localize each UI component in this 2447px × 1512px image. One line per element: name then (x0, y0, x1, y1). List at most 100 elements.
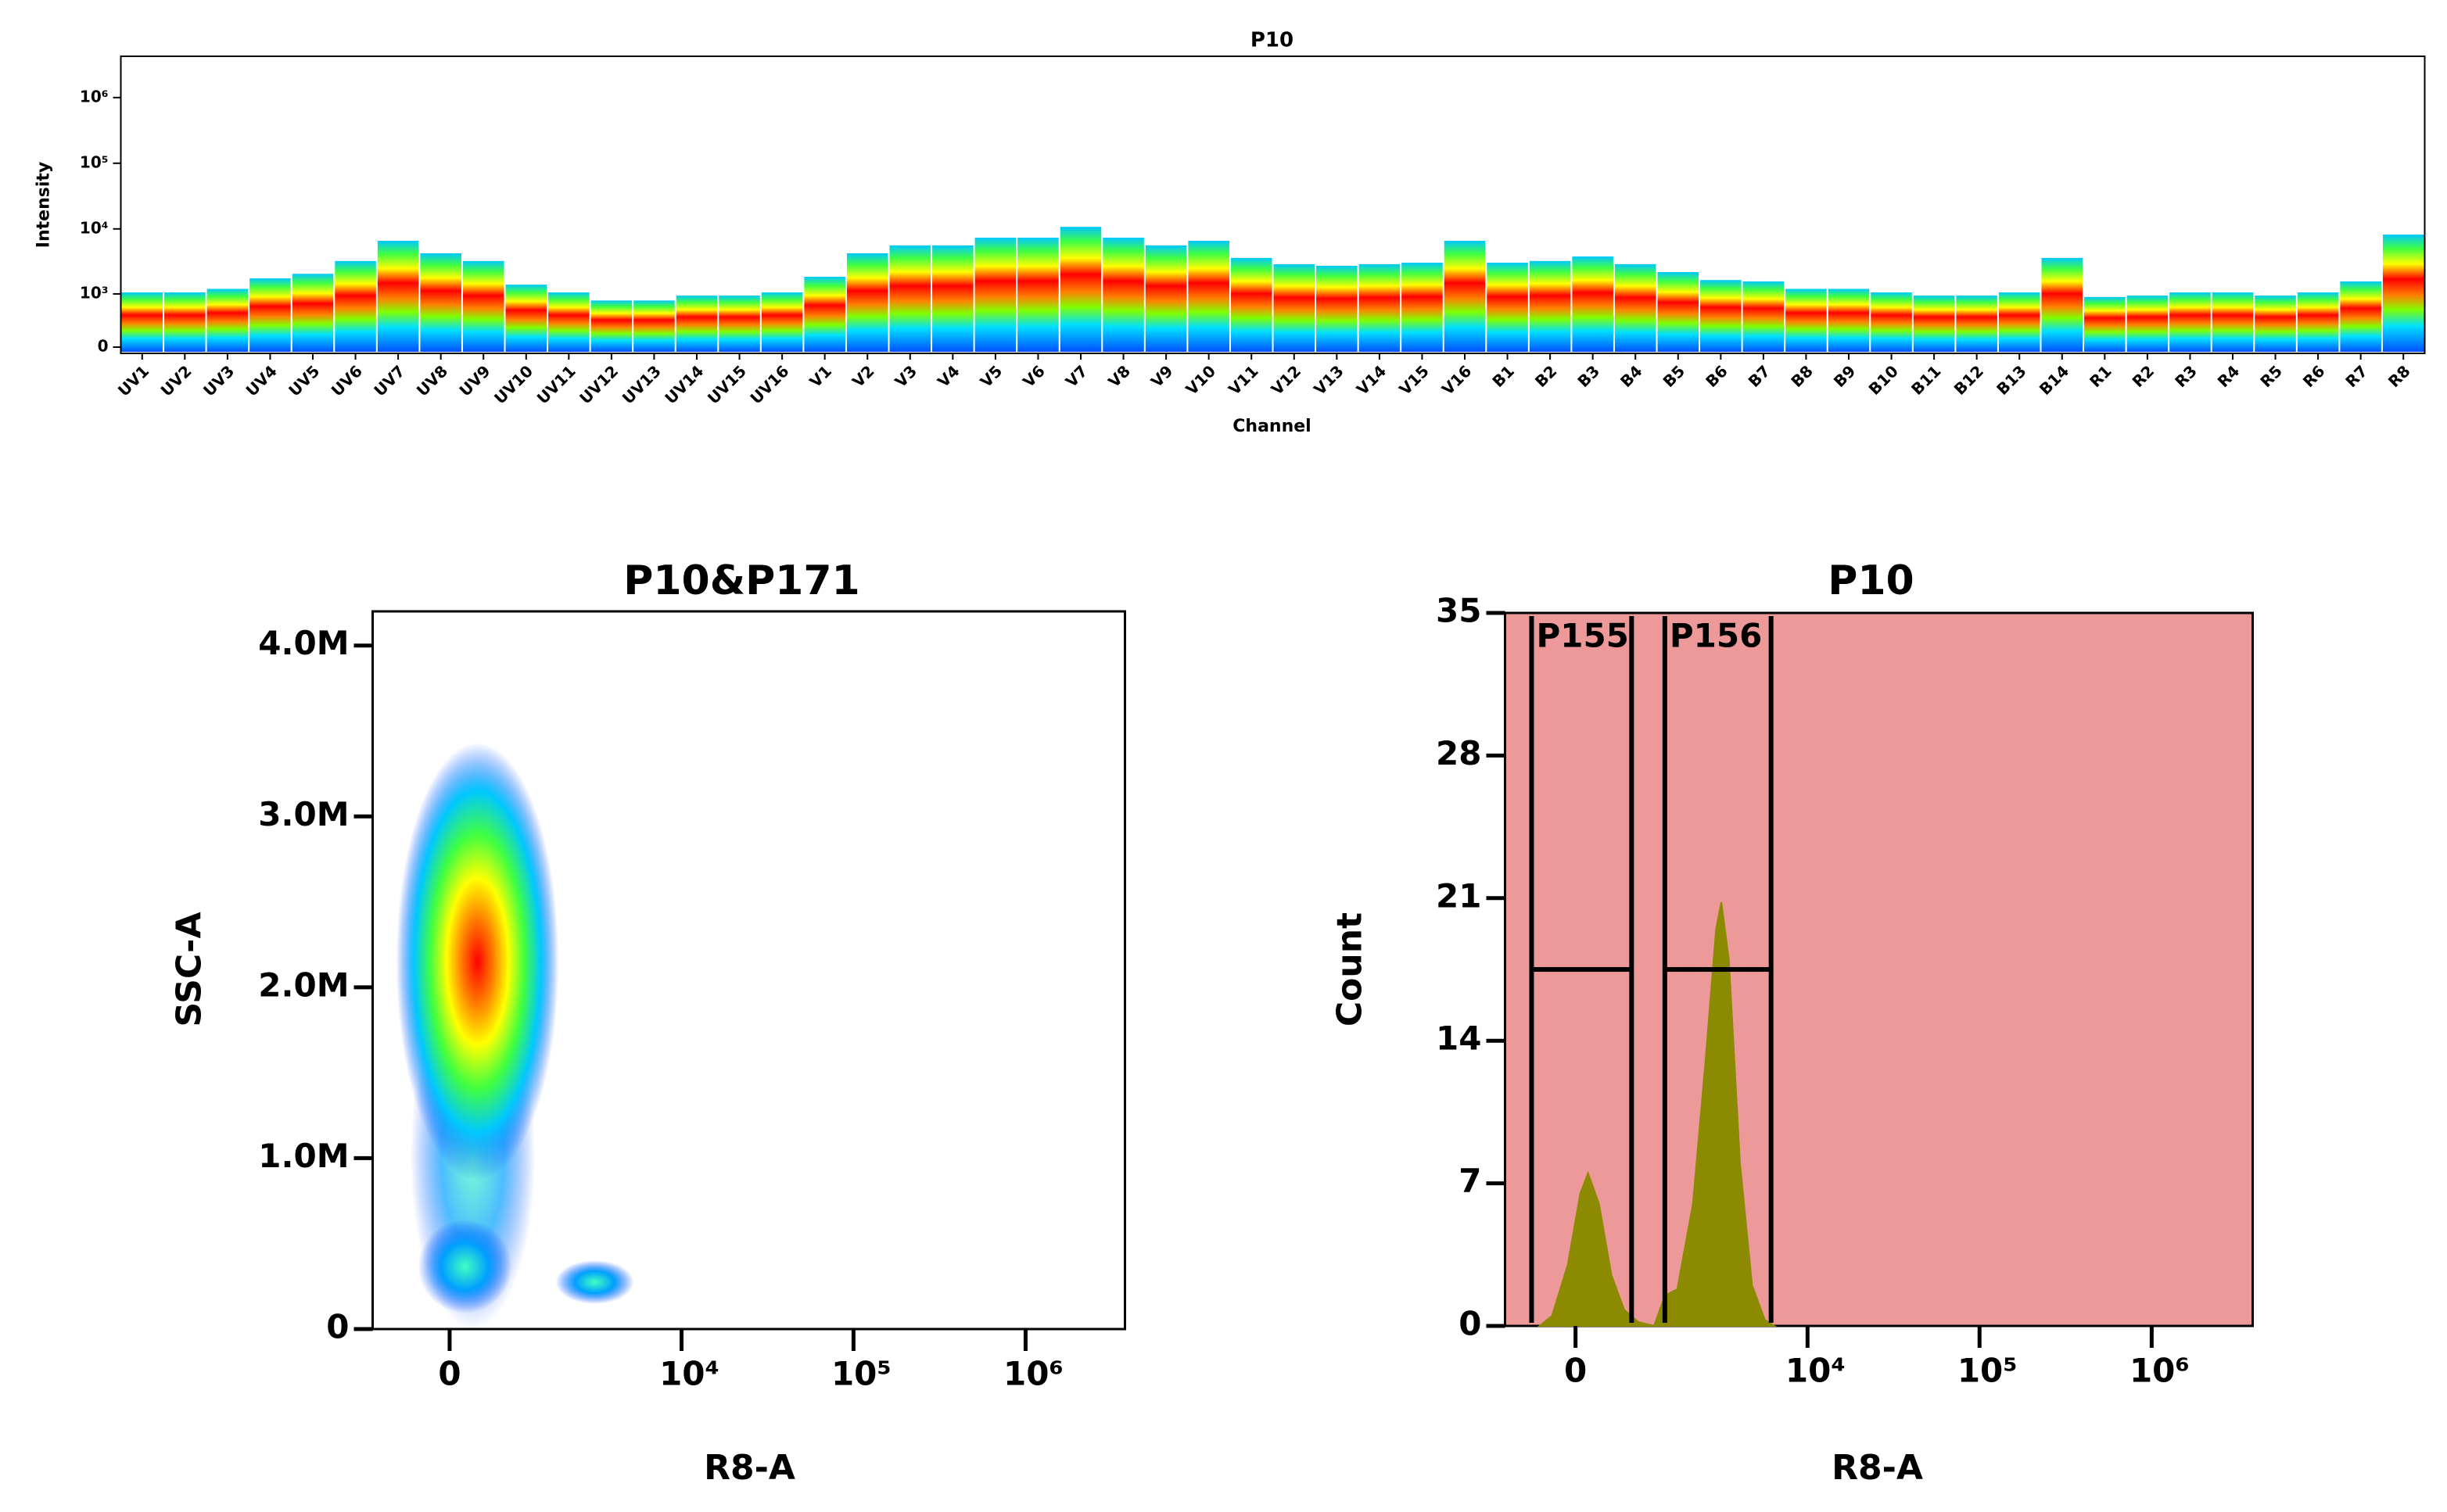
x-tick-label: R4 (2214, 361, 2244, 391)
spectrum-column (1700, 280, 1742, 352)
spectrum-column (1742, 281, 1785, 352)
spectrum-column (164, 292, 206, 352)
x-tick-label: V14 (1353, 361, 1390, 399)
spectrum-column (1572, 256, 1613, 352)
y-tick-label: 1.0M (258, 1137, 349, 1175)
spectrum-title: P10 (1250, 29, 1293, 52)
x-tick-label: UV16 (746, 361, 792, 407)
x-tick-label: V2 (849, 361, 878, 391)
y-axis-title: Intensity (34, 162, 54, 248)
spectrum-column (846, 253, 888, 352)
spectrum-column (1358, 263, 1401, 352)
spectrum-column (1230, 257, 1272, 352)
y-tick-label: 10³ (80, 283, 109, 302)
x-tick-label: B11 (1907, 361, 1944, 398)
x-tick-label: UV15 (704, 361, 750, 407)
gate-label: P155 (1536, 617, 1628, 655)
spectrum-column (804, 277, 845, 352)
spectrum-column (1401, 262, 1443, 352)
x-tick-label: V15 (1395, 361, 1433, 399)
spectrum-column (1913, 296, 1955, 352)
y-tick-label: 7 (1459, 1162, 1481, 1200)
x-tick-label: B14 (2036, 361, 2072, 398)
x-tick-label: B8 (1787, 361, 1817, 391)
x-tick-label: V8 (1104, 361, 1134, 391)
density-cloud (396, 743, 634, 1329)
spectrum-column (1956, 296, 1997, 352)
x-axis-title: R8-A (704, 1448, 795, 1488)
x-tick-label: 10⁴ (1785, 1352, 1846, 1390)
y-axis-title: SSC-A (170, 912, 210, 1027)
x-tick-label: V1 (806, 361, 835, 391)
x-tick-label: B9 (1830, 361, 1860, 391)
x-tick-label: UV10 (490, 361, 536, 407)
y-tick-label: 3.0M (258, 795, 349, 833)
spectrum-column (505, 285, 547, 352)
spectrum-column (2255, 296, 2296, 352)
x-tick-label: UV1 (114, 361, 152, 399)
x-tick-label: R2 (2129, 361, 2158, 391)
spectrum-column (292, 274, 334, 352)
spectrum-column (1103, 238, 1144, 352)
x-tick-label: UV3 (199, 361, 238, 399)
x-tick-label: B13 (1993, 361, 2029, 398)
density-title: P10&P171 (623, 557, 859, 604)
x-tick-label: B2 (1531, 361, 1561, 391)
x-tick-label: UV2 (157, 361, 196, 399)
spectrum-column (420, 253, 461, 352)
x-tick-label: B5 (1659, 361, 1689, 391)
x-tick-label: V7 (1062, 361, 1092, 391)
spectrum-column (1017, 238, 1059, 352)
spectrum-column (1487, 262, 1528, 352)
x-tick-label: V11 (1225, 361, 1262, 399)
spectrum-column (889, 245, 931, 352)
x-tick-label: 10⁶ (1003, 1355, 1064, 1393)
x-axis-title: Channel (1232, 417, 1311, 436)
x-tick-label: 10⁴ (659, 1355, 719, 1393)
spectrum-column (932, 245, 974, 352)
y-axis-title: Count (1330, 912, 1370, 1027)
x-tick-label: UV13 (619, 361, 665, 407)
y-tick-label: 14 (1436, 1019, 1481, 1058)
spectrum-column (974, 238, 1017, 352)
x-tick-label: R1 (2086, 361, 2115, 391)
spectrum-column (2041, 257, 2083, 352)
y-tick-label: 4.0M (258, 624, 349, 662)
spectrum-column (1444, 240, 1486, 352)
x-tick-label: B1 (1488, 361, 1518, 391)
spectrum-column (377, 240, 419, 352)
x-tick-label: B3 (1573, 361, 1603, 391)
x-tick-label: 0 (1564, 1352, 1587, 1390)
spectrum-column (2382, 235, 2424, 352)
y-tick-label: 0 (1459, 1305, 1481, 1343)
spectrum-column (2340, 281, 2381, 352)
x-tick-label: UV5 (285, 361, 323, 399)
x-tick-label: B7 (1745, 361, 1774, 391)
x-tick-label: UV14 (661, 361, 707, 407)
x-tick-label: V3 (891, 361, 920, 391)
spectrum-column (1273, 263, 1315, 352)
y-tick-label: 2.0M (258, 966, 349, 1004)
spectrum-column (462, 260, 504, 352)
gate-label: P156 (1670, 617, 1762, 655)
spectrum-column (1614, 263, 1656, 352)
x-tick-label: V6 (1019, 361, 1049, 391)
x-tick-label: B12 (1950, 361, 1987, 398)
x-tick-label: R7 (2341, 361, 2371, 391)
spectrum-column (2212, 292, 2254, 352)
x-tick-label: V9 (1147, 361, 1177, 391)
spectrum-column (1529, 260, 1571, 352)
x-tick-label: V16 (1438, 361, 1476, 399)
spectrum-column (2084, 296, 2126, 352)
spectrum-column (1188, 240, 1229, 352)
y-tick-label: 0 (326, 1308, 349, 1346)
y-tick-label: 21 (1436, 876, 1481, 915)
x-tick-label: R6 (2299, 361, 2329, 391)
y-tick-label: 35 (1436, 592, 1481, 630)
x-tick-label: 0 (438, 1355, 461, 1393)
histogram-title: P10 (1828, 557, 1914, 604)
spectrum-column (335, 260, 376, 352)
spectrum-column (1316, 265, 1358, 352)
spectrum-column (1998, 292, 2040, 352)
